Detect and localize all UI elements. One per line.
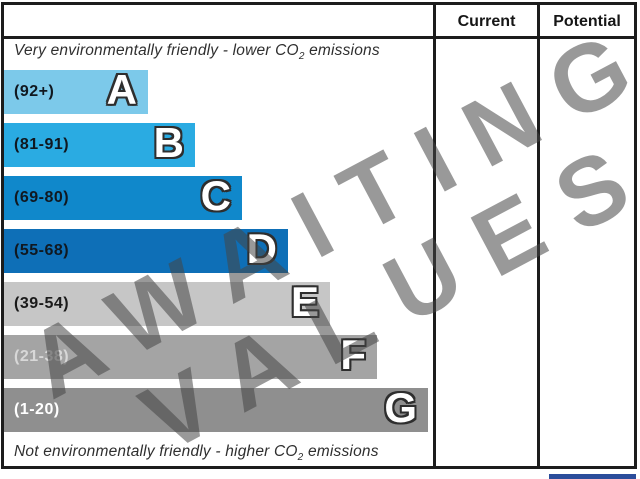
band-row: (39-54) E <box>4 278 330 326</box>
bottom-caption: Not environmentally friendly - higher CO… <box>14 443 432 463</box>
top-caption-subscript: 2 <box>298 51 305 62</box>
band-letter: A <box>106 66 137 114</box>
band-range-label: (1-20) <box>14 401 60 418</box>
band-letter: E <box>290 278 319 326</box>
band-letter: B <box>153 119 184 167</box>
current-column-divider <box>433 5 436 466</box>
top-caption: Very environmentally friendly - lower CO… <box>14 42 432 62</box>
bottom-caption-subscript: 2 <box>297 452 304 463</box>
band-row: (81-91) B <box>4 119 195 167</box>
band-letter: C <box>200 172 231 220</box>
rating-table: Current Potential Very environmentally f… <box>1 2 637 469</box>
band-range-label: (92+) <box>14 83 55 100</box>
bottom-caption-text: Not environmentally friendly - higher CO <box>14 443 298 460</box>
band-range-label: (39-54) <box>14 295 70 312</box>
partial-blue-box <box>549 474 636 479</box>
band-range-label: (69-80) <box>14 189 70 206</box>
band-range-label: (21-38) <box>14 348 70 365</box>
top-caption-suffix: emissions <box>304 42 380 59</box>
bottom-caption-suffix: emissions <box>303 443 379 460</box>
band-row: (21-38) F <box>4 331 377 379</box>
top-caption-text: Very environmentally friendly - lower CO <box>14 42 299 59</box>
band-range-label: (81-91) <box>14 136 70 153</box>
band-row: (55-68) D <box>4 225 288 273</box>
band-range-label: (55-68) <box>14 242 70 259</box>
band-letter: D <box>246 225 277 273</box>
header-row-divider <box>4 36 634 39</box>
band-row: (92+) A <box>4 66 148 114</box>
potential-column-header: Potential <box>553 13 621 30</box>
band-letter: F <box>340 331 366 379</box>
band-row: (1-20) G <box>4 384 428 432</box>
band-letter: G <box>384 384 417 432</box>
band-row: (69-80) C <box>4 172 242 220</box>
potential-column-divider <box>537 5 540 466</box>
current-column-header: Current <box>457 13 516 30</box>
